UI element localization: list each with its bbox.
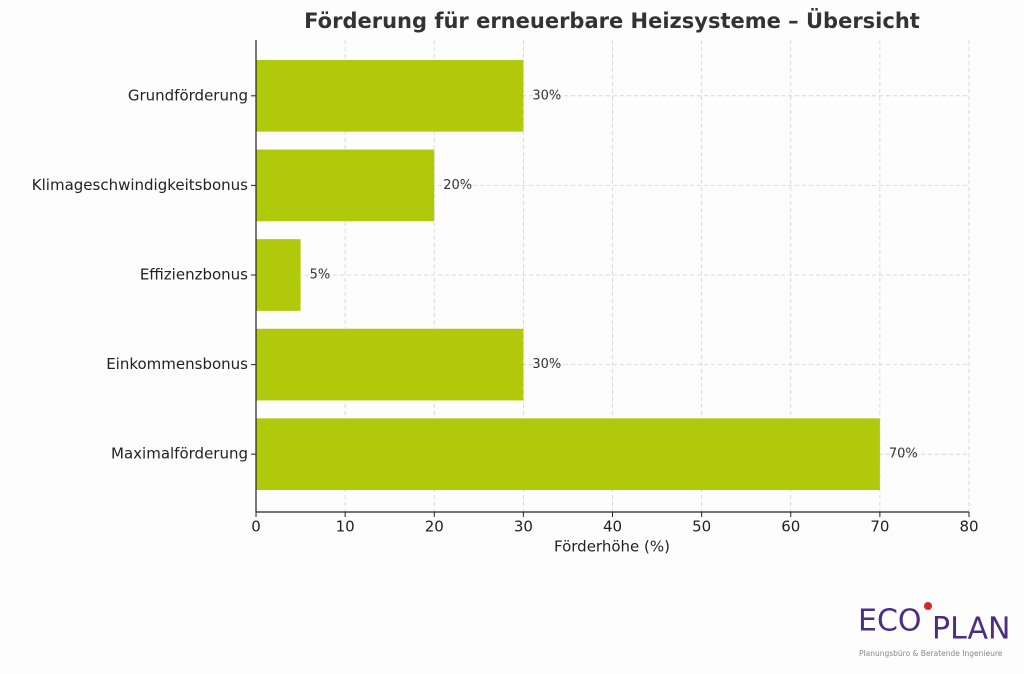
logo-dot: [924, 602, 932, 610]
value-label: 30%: [532, 357, 561, 372]
x-tick-label: 0: [251, 518, 261, 536]
chart-title: Förderung für erneuerbare Heizsysteme – …: [304, 8, 920, 33]
x-tick-label: 10: [336, 518, 355, 536]
value-label: 30%: [532, 88, 561, 103]
x-axis-label: Förderhöhe (%): [554, 538, 670, 556]
x-tick-label: 50: [692, 518, 711, 536]
bar: [256, 149, 435, 222]
logo-right: PLAN: [932, 612, 1010, 647]
value-label: 70%: [889, 447, 918, 462]
y-tick-label: Einkommensbonus: [106, 355, 248, 373]
y-tick-label: Klimageschwindigkeitsbonus: [32, 176, 248, 194]
x-tick-label: 60: [781, 518, 800, 536]
logo-tagline: Planungsbüro & Beratende Ingenieure: [859, 649, 1003, 658]
bar: [256, 59, 524, 132]
y-tick-label: Effizienzbonus: [140, 266, 248, 284]
x-tick-label: 30: [514, 518, 533, 536]
y-tick-label: Maximalförderung: [111, 445, 248, 463]
value-label: 20%: [443, 178, 472, 193]
x-tick-label: 20: [425, 518, 444, 536]
value-label: 5%: [310, 268, 331, 283]
bar: [256, 239, 301, 311]
x-tick-label: 40: [603, 518, 622, 536]
y-tick-label: Grundförderung: [128, 86, 248, 104]
bar: [256, 418, 880, 491]
bar: [256, 328, 524, 401]
x-tick-label: 70: [870, 518, 889, 536]
logo-left: ECO: [858, 604, 922, 639]
x-tick-label: 80: [959, 518, 978, 536]
